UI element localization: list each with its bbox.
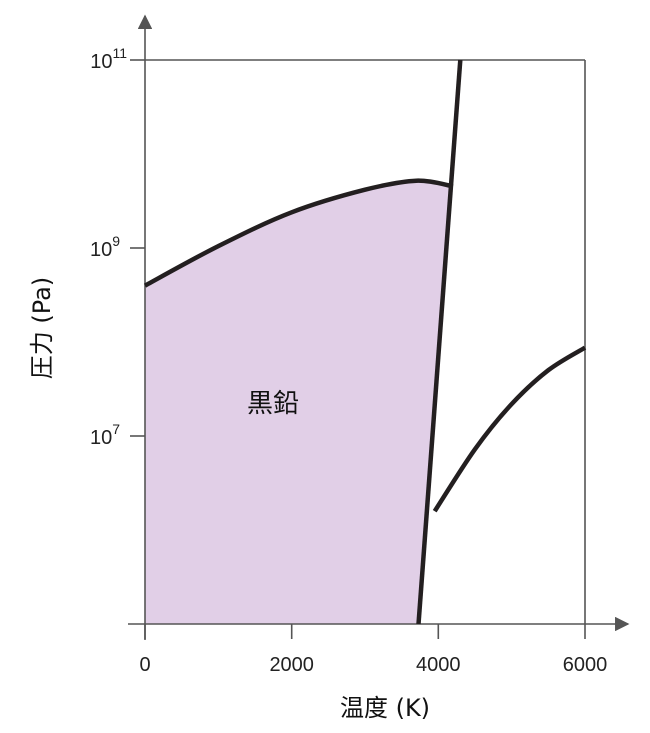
y-tick-label-9-base: 10 bbox=[90, 239, 112, 261]
graphite-region-label: 黒鉛 bbox=[247, 389, 299, 419]
x-tick-label-1: 2000 bbox=[269, 654, 314, 676]
y-tick-label-11-base: 10 bbox=[90, 51, 112, 73]
y-tick-label-7: 107 bbox=[90, 421, 120, 449]
y-tick-label-9: 109 bbox=[90, 233, 120, 261]
x-tick-label-3: 6000 bbox=[563, 654, 608, 676]
y-tick-label-11-exp: 11 bbox=[112, 45, 127, 61]
y-tick-label-9-exp: 9 bbox=[112, 233, 120, 249]
x-tick-label-2: 4000 bbox=[416, 654, 461, 676]
graphite-region-fill bbox=[145, 180, 453, 625]
steep-boundary-line bbox=[416, 59, 463, 625]
y-tick-label-7-base: 10 bbox=[90, 427, 112, 449]
upper-boundary-curve bbox=[143, 178, 454, 288]
right-boundary-curve bbox=[432, 345, 587, 513]
y-axis-title: 圧力 (Pa) bbox=[28, 277, 56, 379]
y-tick-label-11: 1011 bbox=[90, 45, 127, 73]
y-tick-label-7-exp: 7 bbox=[112, 421, 120, 437]
x-tick-label-0: 0 bbox=[139, 654, 150, 676]
x-axis-title: 温度 (K) bbox=[340, 694, 430, 722]
